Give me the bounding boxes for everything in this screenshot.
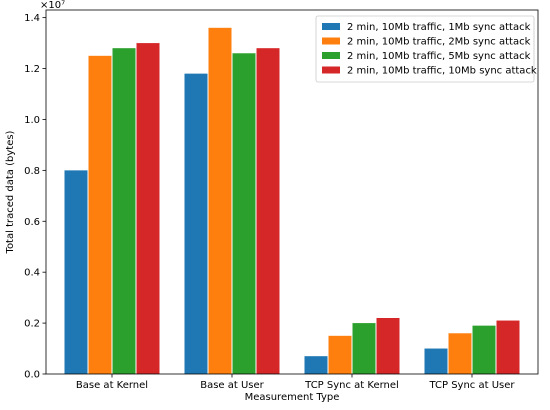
bar-2-3 [328, 335, 352, 374]
y-tick-label: 0.2 [24, 319, 40, 330]
bar-3-3 [352, 323, 376, 374]
y-tick-label: 0.0 [24, 370, 40, 381]
x-tick-label: Base at Kernel [76, 380, 148, 391]
bar-4-2 [256, 48, 280, 374]
bar-2-1 [88, 55, 112, 375]
legend-swatch [322, 52, 340, 59]
y-tick-label: 1.4 [24, 13, 40, 24]
legend-swatch [322, 23, 340, 30]
legend-label: 2 min, 10Mb traffic, 2Mb sync attack [347, 37, 531, 48]
y-tick-label: 1.2 [24, 64, 40, 75]
x-tick-label: Base at User [200, 380, 264, 391]
legend-label: 2 min, 10Mb traffic, 5Mb sync attack [347, 51, 531, 62]
plot-frame [45, 9, 539, 375]
y-axis: 0.0 0.2 0.4 0.6 0.8 1.0 1.2 1.4 [24, 13, 46, 381]
bar-1-1 [64, 170, 88, 374]
bars-group [64, 27, 520, 375]
bar-1-3 [304, 356, 328, 374]
y-axis-multiplier: ×10⁷ [40, 0, 65, 11]
legend-swatch [322, 66, 340, 74]
y-tick-label: 0.4 [24, 268, 40, 279]
x-axis-title: Measurement Type [245, 392, 340, 403]
y-tick-label: 0.6 [24, 217, 40, 228]
bar-4-4 [496, 320, 520, 374]
y-tick-label: 0.8 [24, 166, 40, 177]
bar-4-3 [376, 318, 400, 374]
x-tick-label: TCP Sync at User [428, 380, 515, 391]
bar-1-2 [184, 73, 208, 375]
legend-label: 2 min, 10Mb traffic, 10Mb sync attack [347, 66, 537, 77]
bar-3-1 [112, 48, 136, 374]
bar-3-2 [232, 53, 256, 374]
legend-label: 2 min, 10Mb traffic, 1Mb sync attack [347, 22, 531, 33]
bar-4-1 [136, 43, 160, 374]
bar-2-4 [448, 333, 472, 374]
x-axis: Base at Kernel Base at User TCP Sync at Ke… [76, 374, 515, 391]
x-tick-label: TCP Sync at Kernel [304, 380, 399, 391]
y-tick-label: 1.0 [24, 115, 40, 126]
bar-3-4 [472, 325, 496, 374]
legend-box [315, 15, 535, 83]
legend-swatch [322, 37, 340, 45]
bar-1-4 [424, 348, 448, 374]
y-axis-title: Total traced data (bytes) [5, 130, 16, 254]
bar-2-2 [208, 27, 232, 375]
legend: 2 min, 10Mb traffic, 1Mb sync attack 2 mi… [315, 15, 537, 83]
